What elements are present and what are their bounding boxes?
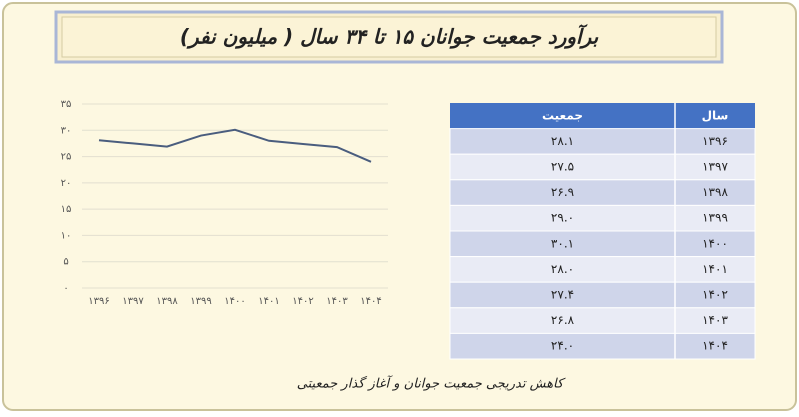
table-header: جمعیت [542, 108, 583, 122]
table-header-bg [450, 103, 755, 129]
y-tick-label: ۲۰ [61, 178, 72, 189]
x-tick-label: ۱۴۰۰ [224, 296, 245, 307]
table-cell: ۲۸.۱ [551, 134, 574, 148]
y-tick-label: ۲۵ [61, 152, 72, 163]
table-row-bg [449, 204, 756, 232]
table-cell: ۱۳۹۹ [702, 211, 728, 225]
y-tick-label: ۱۵ [61, 204, 72, 215]
table-row-bg [449, 307, 756, 334]
x-tick-label: ۱۳۹۷ [122, 296, 144, 307]
table-row-bg [449, 230, 756, 258]
table-cell: ۱۴۰۳ [702, 313, 728, 327]
table-cell: ۲۶.۹ [551, 185, 574, 199]
y-tick-label: ۰ [63, 283, 68, 294]
x-tick-label: ۱۴۰۱ [258, 296, 279, 307]
table-cell: ۲۹.۰ [551, 211, 574, 225]
table-cell: ۱۳۹۷ [702, 160, 728, 174]
table-row-bg [449, 332, 756, 360]
y-tick-label: ۱۰ [61, 230, 72, 241]
table-header: سال [702, 108, 729, 122]
data-line [98, 128, 372, 163]
caption: کاهش تدریجی جمعیت جوانان و آغاز گذار جمع… [297, 375, 566, 392]
x-tick-label: ۱۳۹۹ [190, 296, 211, 307]
table-cell: ۲۴.۰ [551, 339, 574, 353]
title-inner [61, 16, 717, 58]
table-cell: ۲۶.۸ [551, 313, 575, 327]
x-tick-label: ۱۴۰۳ [326, 296, 348, 307]
y-tick-label: ۵ [63, 257, 68, 268]
table-cell: ۱۴۰۰ [702, 236, 728, 250]
table-cell: ۱۳۹۸ [702, 185, 728, 199]
table-row-bg [449, 256, 756, 283]
y-tick-label: ۳۵ [61, 99, 72, 110]
y-tick-label: ۳۰ [61, 125, 72, 136]
table-cell: ۱۴۰۱ [702, 262, 728, 276]
x-tick-label: ۱۴۰۲ [292, 296, 313, 307]
table-row-bg [449, 128, 756, 155]
table-cell: ۱۴۰۲ [702, 288, 728, 302]
x-tick-label: ۱۳۹۸ [156, 296, 178, 307]
table-cell: ۲۷.۴ [551, 288, 574, 302]
table-cell: ۱۳۹۶ [702, 134, 728, 148]
x-tick-label: ۱۴۰۴ [360, 296, 381, 307]
x-tick-label: ۱۳۹۶ [88, 296, 109, 307]
chart-title: برآورد جمعیت جوانان ۱۵ تا ۳۴ سال ( میلیو… [180, 24, 599, 50]
table-row-bg [449, 153, 756, 181]
table-cell: ۲۷.۵ [551, 160, 574, 174]
table-cell: ۳۰.۱ [551, 236, 574, 250]
table-cell: ۱۴۰۴ [702, 339, 728, 353]
table-row-bg [449, 179, 756, 206]
table-cell: ۲۸.۰ [551, 262, 574, 276]
